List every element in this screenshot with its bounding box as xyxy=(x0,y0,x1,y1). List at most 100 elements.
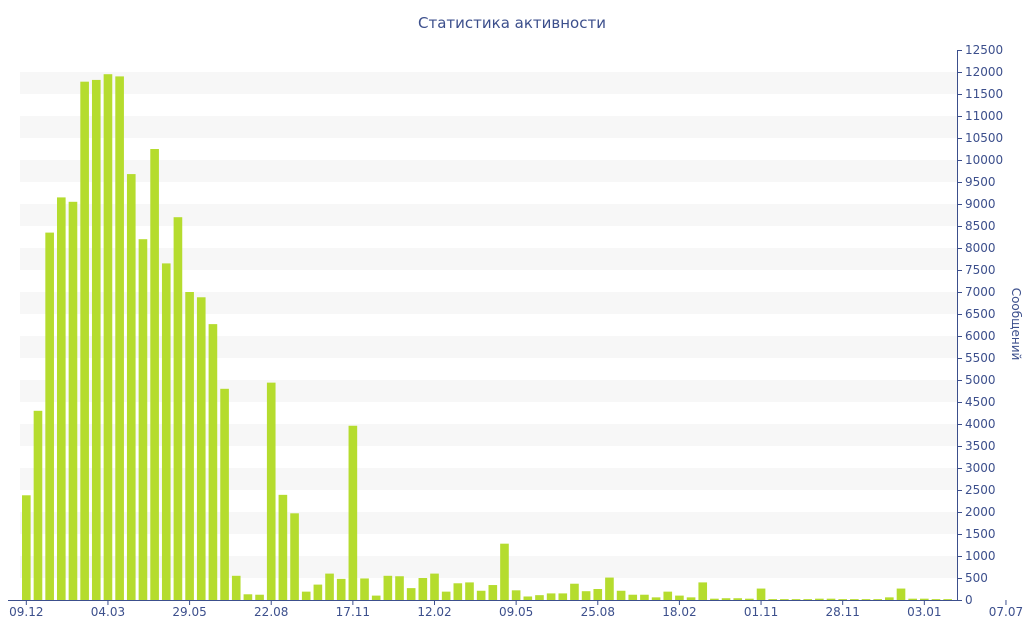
bar xyxy=(593,589,603,600)
y-tick-label: 8000 xyxy=(965,241,996,255)
bar xyxy=(430,573,439,600)
bar xyxy=(418,578,428,600)
y-tick-label: 3000 xyxy=(965,461,996,475)
bar xyxy=(686,597,696,600)
bar xyxy=(348,425,358,600)
bar xyxy=(22,495,31,600)
y-tick-label: 1500 xyxy=(965,527,996,541)
bar xyxy=(371,595,381,600)
bar xyxy=(488,585,498,600)
bar xyxy=(336,578,346,600)
x-tick-label: 25.08 xyxy=(581,605,615,619)
x-tick-label: 22.08 xyxy=(254,605,288,619)
bar xyxy=(640,594,649,600)
bar xyxy=(465,582,474,600)
bar xyxy=(208,324,218,600)
x-tick-label: 07.07 xyxy=(989,605,1023,619)
y-tick-label: 7000 xyxy=(965,285,996,299)
bar xyxy=(558,593,568,600)
grid-band xyxy=(20,116,957,138)
bar xyxy=(710,598,719,600)
bar xyxy=(161,263,171,600)
bar xyxy=(383,575,393,600)
bar xyxy=(196,297,206,600)
bar xyxy=(780,599,789,600)
bar xyxy=(885,597,894,600)
bar xyxy=(290,513,299,600)
y-tick-label: 5000 xyxy=(965,373,996,387)
bar xyxy=(605,577,614,600)
bar xyxy=(756,588,766,600)
grid-band xyxy=(20,292,957,314)
y-tick-label: 10000 xyxy=(965,153,1003,167)
bar xyxy=(570,583,579,600)
grid-band xyxy=(20,556,957,578)
bar xyxy=(278,494,288,600)
bar xyxy=(360,578,369,600)
bar xyxy=(861,599,871,600)
x-tick-label: 09.12 xyxy=(9,605,43,619)
bar xyxy=(943,599,952,600)
bar xyxy=(535,595,544,600)
bar xyxy=(546,593,556,600)
bar xyxy=(873,599,882,600)
y-tick-label: 7500 xyxy=(965,263,996,277)
bar xyxy=(663,591,673,600)
grid-band xyxy=(20,72,957,94)
bar xyxy=(313,584,323,600)
bar xyxy=(80,81,89,601)
x-tick-label: 29.05 xyxy=(172,605,206,619)
bar xyxy=(838,599,848,600)
bar xyxy=(68,201,78,601)
bar xyxy=(266,382,276,600)
bar xyxy=(406,588,416,600)
bar xyxy=(115,76,124,600)
bar xyxy=(91,79,101,601)
y-tick-label: 1000 xyxy=(965,549,996,563)
grid-band xyxy=(20,380,957,402)
x-tick-label: 03.01 xyxy=(907,605,941,619)
x-tick-label: 09.05 xyxy=(499,605,533,619)
y-tick-label: 10500 xyxy=(965,131,1003,145)
bar xyxy=(675,595,684,600)
bar xyxy=(826,598,836,600)
bar xyxy=(173,217,183,600)
bar xyxy=(231,575,241,600)
y-tick-label: 12000 xyxy=(965,65,1003,79)
bar xyxy=(220,388,229,600)
bar xyxy=(511,590,521,600)
y-tick-label: 0 xyxy=(965,593,973,607)
bar xyxy=(850,599,859,600)
bar xyxy=(441,591,451,600)
y-tick-label: 11500 xyxy=(965,87,1003,101)
x-tick-label: 28.11 xyxy=(826,605,860,619)
bar xyxy=(103,74,113,600)
bar xyxy=(255,594,264,600)
bar xyxy=(45,232,54,600)
bar xyxy=(325,573,334,600)
bar xyxy=(745,598,754,600)
y-tick-label: 3500 xyxy=(965,439,996,453)
y-tick-label: 9000 xyxy=(965,197,996,211)
bar xyxy=(243,594,253,600)
y-tick-label: 4500 xyxy=(965,395,996,409)
y-tick-label: 8500 xyxy=(965,219,996,233)
bar xyxy=(301,591,311,600)
y-tick-label: 6500 xyxy=(965,307,996,321)
bar xyxy=(395,576,404,600)
y-tick-label: 11000 xyxy=(965,109,1003,123)
grid-band xyxy=(20,160,957,182)
bar xyxy=(908,598,917,600)
x-tick-label: 17.11 xyxy=(336,605,370,619)
chart-title: Статистика активности xyxy=(418,14,606,32)
bar xyxy=(896,588,906,600)
y-tick-label: 2500 xyxy=(965,483,996,497)
grid-band xyxy=(20,336,957,358)
bar xyxy=(931,599,941,600)
y-tick-label: 2000 xyxy=(965,505,996,519)
y-axis-label: Сообщений xyxy=(1009,288,1023,361)
bar xyxy=(500,543,509,600)
y-tick-label: 6000 xyxy=(965,329,996,343)
